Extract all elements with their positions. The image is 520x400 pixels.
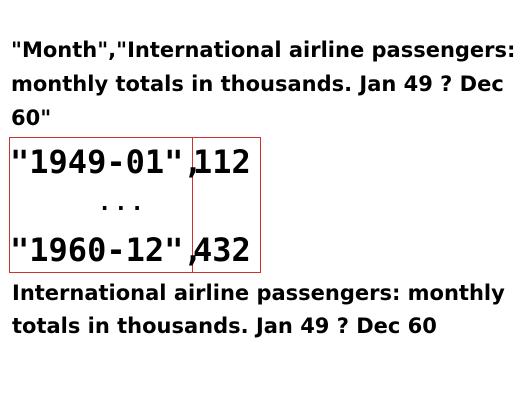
last-row-month: "1960-12",: [10, 231, 203, 269]
rows-ellipsis: ...: [98, 191, 147, 216]
first-row-value: 112: [193, 143, 251, 181]
csv-header-line: "Month","International airline passenger…: [11, 38, 516, 130]
dataset-caption: International airline passengers: monthl…: [12, 281, 505, 338]
data-preview-table: "1949-01", 112 ... "1960-12", 432: [9, 137, 261, 273]
last-row-value: 432: [193, 231, 251, 269]
first-row-month: "1949-01",: [10, 143, 203, 181]
column-divider: [192, 138, 193, 272]
